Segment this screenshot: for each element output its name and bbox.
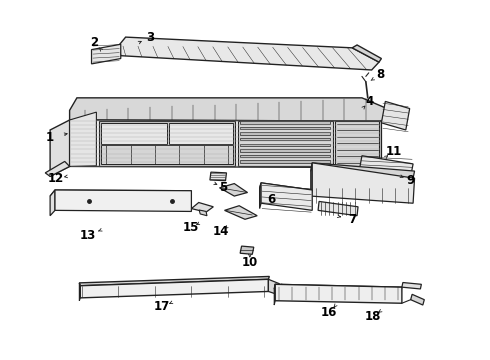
Polygon shape [311,163,415,203]
Polygon shape [274,284,275,305]
Text: 9: 9 [407,174,415,186]
Polygon shape [240,121,330,123]
Polygon shape [101,123,167,144]
Polygon shape [170,123,233,144]
Polygon shape [50,120,70,176]
Polygon shape [70,112,97,166]
Polygon shape [79,283,80,301]
Polygon shape [70,98,391,121]
Polygon shape [275,284,402,303]
Ellipse shape [75,129,95,149]
Text: 6: 6 [268,193,276,206]
Polygon shape [335,121,379,166]
Polygon shape [50,190,192,196]
Polygon shape [240,246,254,254]
Polygon shape [70,120,381,167]
Polygon shape [360,156,413,176]
Polygon shape [402,283,421,289]
Polygon shape [118,37,379,70]
Polygon shape [318,202,358,216]
Text: 12: 12 [48,172,64,185]
Text: 4: 4 [365,95,373,108]
Polygon shape [240,132,330,135]
Polygon shape [311,163,312,196]
Text: 5: 5 [219,181,227,194]
Polygon shape [279,284,291,290]
Polygon shape [220,184,247,196]
Polygon shape [352,45,381,62]
Polygon shape [50,190,55,216]
Polygon shape [240,155,330,157]
Text: 3: 3 [146,31,154,44]
Polygon shape [311,163,415,178]
Polygon shape [101,145,233,164]
Polygon shape [411,294,424,305]
Polygon shape [260,183,312,195]
Ellipse shape [75,153,86,163]
Text: 10: 10 [242,256,258,269]
Polygon shape [240,160,330,163]
Ellipse shape [113,126,155,144]
Text: 2: 2 [90,36,98,49]
Polygon shape [210,172,226,181]
Polygon shape [45,161,70,176]
Polygon shape [240,149,330,152]
Text: 13: 13 [80,229,96,242]
Polygon shape [80,279,269,298]
Polygon shape [79,276,270,286]
Text: 11: 11 [386,145,402,158]
Polygon shape [199,210,207,216]
Polygon shape [55,190,192,211]
Text: 14: 14 [213,225,229,238]
Text: 8: 8 [376,68,385,81]
Text: 18: 18 [365,310,381,323]
Polygon shape [192,203,213,212]
Polygon shape [240,138,330,140]
Text: 7: 7 [348,213,356,226]
Text: 15: 15 [182,221,198,234]
Polygon shape [99,121,235,166]
Polygon shape [224,206,257,219]
Polygon shape [240,144,330,146]
Polygon shape [261,183,312,210]
Polygon shape [92,44,121,64]
Polygon shape [269,279,279,295]
Polygon shape [260,183,261,208]
Text: 16: 16 [320,306,337,319]
Text: 1: 1 [46,131,54,144]
Polygon shape [381,102,410,130]
Polygon shape [274,284,402,292]
Text: 17: 17 [154,300,171,313]
Polygon shape [238,121,333,166]
Polygon shape [240,127,330,129]
Ellipse shape [182,127,219,144]
